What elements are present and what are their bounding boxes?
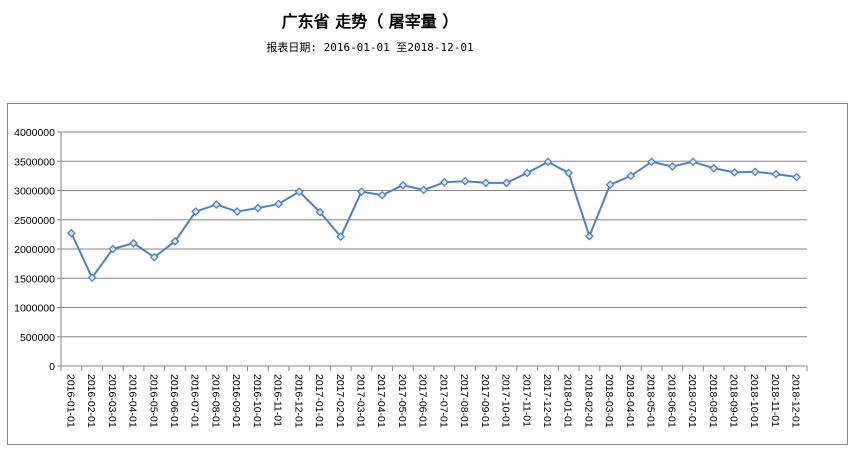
data-point [294,187,304,197]
data-point [460,176,470,186]
y-tick-label: 3500000 [14,156,55,168]
y-tick-label: 500000 [20,332,55,344]
y-tick-label: 2000000 [14,244,55,256]
x-tick-label: 2017-03-01 [354,374,366,428]
x-tick-label: 2018-09-01 [727,374,739,428]
data-point [129,238,138,248]
x-tick-label: 2017-09-01 [479,374,491,428]
data-point [605,180,615,190]
data-point [170,236,180,246]
data-point [149,252,159,262]
data-point [667,162,677,171]
y-tick-label: 2500000 [14,215,55,227]
x-tick-label: 2016-12-01 [292,374,304,428]
x-tick-label: 2016-08-01 [209,374,221,428]
data-point [543,157,553,167]
x-tick-label: 2016-02-01 [85,374,97,428]
x-tick-label: 2017-01-01 [313,374,325,428]
data-point [191,207,201,216]
data-point [502,178,511,188]
x-tick-label: 2018-08-01 [707,374,719,428]
data-point [584,231,594,241]
report-date-range: 报表日期: 2016-01-01 至2018-12-01 [266,41,474,54]
x-tick-label: 2017-11-01 [520,374,532,427]
y-tick-label: 4000000 [14,127,55,139]
x-tick-label: 2016-06-01 [168,374,180,428]
data-point [108,244,118,254]
data-point [709,163,719,173]
x-tick-label: 2016-11-01 [272,374,284,427]
data-point [730,167,739,177]
x-tick-label: 2017-08-01 [458,374,470,428]
x-tick-label: 2017-06-01 [417,374,429,428]
x-tick-label: 2017-04-01 [375,374,387,428]
data-point [315,207,325,217]
data-point [232,207,242,216]
x-tick-label: 2018-11-01 [769,374,781,427]
data-point [377,190,387,200]
x-tick-label: 2018-12-01 [790,374,802,428]
x-tick-label: 2016-03-01 [106,374,118,428]
y-tick-label: 1500000 [14,273,55,285]
data-point [253,203,263,213]
x-tick-label: 2018-01-01 [562,374,574,428]
data-point [688,157,698,167]
x-tick-label: 2018-10-01 [748,374,760,428]
x-tick-label: 2016-05-01 [147,374,159,428]
x-tick-label: 2018-02-01 [582,374,594,428]
chart-frame [7,103,848,445]
data-point [647,157,657,167]
x-tick-label: 2018-04-01 [624,374,636,428]
data-point [481,178,491,188]
x-tick-label: 2016-07-01 [189,374,201,428]
data-point [274,199,284,209]
data-point [564,168,574,178]
data-point [750,167,760,177]
x-tick-label: 2017-10-01 [500,374,512,428]
data-point [398,180,408,190]
data-point [522,168,532,178]
x-tick-label: 2016-01-01 [64,374,76,428]
data-point [87,273,97,283]
y-tick-label: 1000000 [14,303,55,315]
x-tick-label: 2017-02-01 [334,374,346,428]
data-point [419,185,429,195]
x-tick-label: 2017-12-01 [541,374,553,428]
data-point [792,172,802,182]
x-tick-label: 2017-05-01 [396,374,408,428]
data-point [211,200,221,209]
data-point [626,171,636,181]
data-point [336,232,346,242]
x-tick-label: 2018-07-01 [686,374,698,428]
x-tick-label: 2017-07-01 [437,374,449,428]
data-point [439,177,449,187]
y-tick-label: 3000000 [14,186,55,198]
x-tick-label: 2016-04-01 [127,374,139,428]
chart-title: 广东省 走势（ 屠宰量 ） [281,12,459,31]
y-tick-label: 0 [49,361,55,373]
x-tick-label: 2018-06-01 [665,374,677,428]
data-point [771,169,781,179]
x-tick-label: 2018-05-01 [645,374,657,428]
data-point [66,228,76,238]
x-tick-label: 2018-03-01 [603,374,615,428]
x-tick-label: 2016-09-01 [230,374,242,428]
data-point [357,187,366,197]
x-tick-label: 2016-10-01 [251,374,263,428]
